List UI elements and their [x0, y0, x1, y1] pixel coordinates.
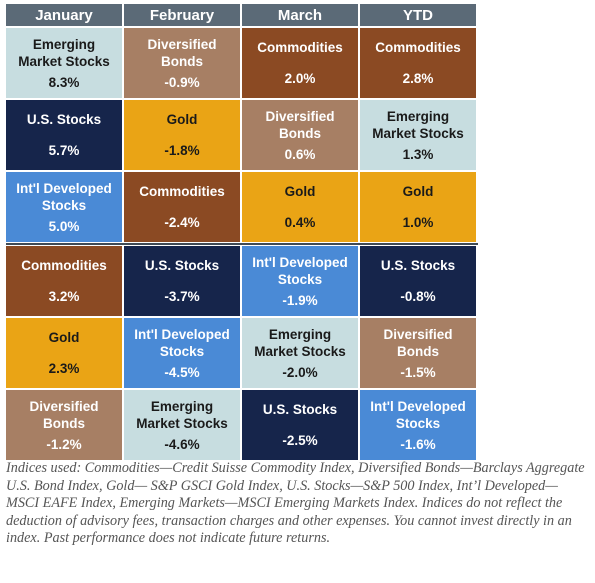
- return-value: -4.6%: [164, 436, 200, 452]
- asset-name: Int'l Developed Stocks: [370, 398, 466, 431]
- table-cell: U.S. Stocks -3.7%: [124, 246, 240, 316]
- return-value: -3.7%: [164, 289, 200, 304]
- return-value: -4.5%: [164, 364, 200, 380]
- table-cell: Int'l Developed Stocks 5.0%: [6, 172, 122, 242]
- table-cell: Commodities 2.8%: [360, 28, 476, 98]
- return-value: -1.2%: [46, 436, 82, 452]
- return-value: -2.4%: [164, 215, 200, 230]
- table-cell: Commodities -2.4%: [124, 172, 240, 242]
- return-value: 2.8%: [402, 71, 434, 86]
- asset-name: Diversified Bonds: [29, 398, 99, 431]
- asset-name: Diversified Bonds: [147, 36, 217, 69]
- asset-name: Int'l Developed Stocks: [134, 326, 230, 359]
- return-value: 2.0%: [284, 71, 316, 86]
- return-value: 5.7%: [48, 143, 80, 158]
- asset-name: Int'l Developed Stocks: [252, 254, 348, 287]
- return-value: -1.5%: [400, 364, 436, 380]
- asset-name: Gold: [402, 184, 434, 199]
- return-value: 8.3%: [48, 74, 80, 90]
- table-cell: Emerging Market Stocks 8.3%: [6, 28, 122, 98]
- table-cell: Gold -1.8%: [124, 100, 240, 170]
- column-header: February: [124, 4, 240, 26]
- table-cell: Diversified Bonds -1.5%: [360, 318, 476, 388]
- table-cell: Int'l Developed Stocks -4.5%: [124, 318, 240, 388]
- table-cell: Gold 2.3%: [6, 318, 122, 388]
- column-header: YTD: [360, 4, 476, 26]
- return-value: 2.3%: [48, 361, 80, 376]
- asset-name: Emerging Market Stocks: [372, 108, 464, 141]
- asset-name: Diversified Bonds: [383, 326, 453, 359]
- positive-negative-divider: [6, 243, 478, 245]
- table-cell: Diversified Bonds -1.2%: [6, 390, 122, 460]
- column-header: March: [242, 4, 358, 26]
- table-cell: Commodities 3.2%: [6, 246, 122, 316]
- return-value: -1.8%: [164, 143, 200, 158]
- asset-name: U.S. Stocks: [144, 258, 220, 273]
- table-cell: Commodities 2.0%: [242, 28, 358, 98]
- asset-name: U.S. Stocks: [380, 258, 456, 273]
- table-cell: Emerging Market Stocks -4.6%: [124, 390, 240, 460]
- asset-name: Gold: [166, 112, 198, 127]
- return-value: -1.9%: [282, 292, 318, 308]
- asset-name: Gold: [48, 330, 80, 345]
- return-value: 0.4%: [284, 215, 316, 230]
- return-value: 5.0%: [48, 218, 80, 234]
- asset-name: Emerging Market Stocks: [254, 326, 346, 359]
- asset-name: Int'l Developed Stocks: [16, 180, 112, 213]
- return-value: -0.9%: [164, 74, 200, 90]
- column-header: January: [6, 4, 122, 26]
- return-value: 3.2%: [48, 289, 80, 304]
- table-cell: Emerging Market Stocks 1.3%: [360, 100, 476, 170]
- returns-table: January February March YTD Emerging Market S…: [6, 4, 478, 460]
- return-value: 0.6%: [284, 146, 316, 162]
- table-cell: Gold 1.0%: [360, 172, 476, 242]
- table-cell: U.S. Stocks -0.8%: [360, 246, 476, 316]
- table-cell: Gold 0.4%: [242, 172, 358, 242]
- table-cell: U.S. Stocks -2.5%: [242, 390, 358, 460]
- table-cell: Diversified Bonds -0.9%: [124, 28, 240, 98]
- table-cell: Int'l Developed Stocks -1.6%: [360, 390, 476, 460]
- table-cell: Diversified Bonds 0.6%: [242, 100, 358, 170]
- return-value: -1.6%: [400, 436, 436, 452]
- asset-name: Commodities: [375, 40, 461, 55]
- asset-name: Emerging Market Stocks: [18, 36, 110, 69]
- return-value: -2.5%: [282, 433, 318, 448]
- return-value: -2.0%: [282, 364, 318, 380]
- asset-name: Diversified Bonds: [265, 108, 335, 141]
- asset-name: U.S. Stocks: [262, 402, 338, 417]
- asset-name: Commodities: [21, 258, 107, 273]
- return-value: 1.3%: [402, 146, 434, 162]
- asset-name: Emerging Market Stocks: [136, 398, 228, 431]
- table-cell: U.S. Stocks 5.7%: [6, 100, 122, 170]
- asset-name: U.S. Stocks: [26, 112, 102, 127]
- asset-name: Commodities: [139, 184, 225, 199]
- return-value: 1.0%: [402, 215, 434, 230]
- return-value: -0.8%: [400, 289, 436, 304]
- table-cell: Emerging Market Stocks -2.0%: [242, 318, 358, 388]
- asset-name: Gold: [284, 184, 316, 199]
- asset-name: Commodities: [257, 40, 343, 55]
- footnote: Indices used: Commodities—Credit Suisse …: [6, 460, 585, 547]
- table-cell: Int'l Developed Stocks -1.9%: [242, 246, 358, 316]
